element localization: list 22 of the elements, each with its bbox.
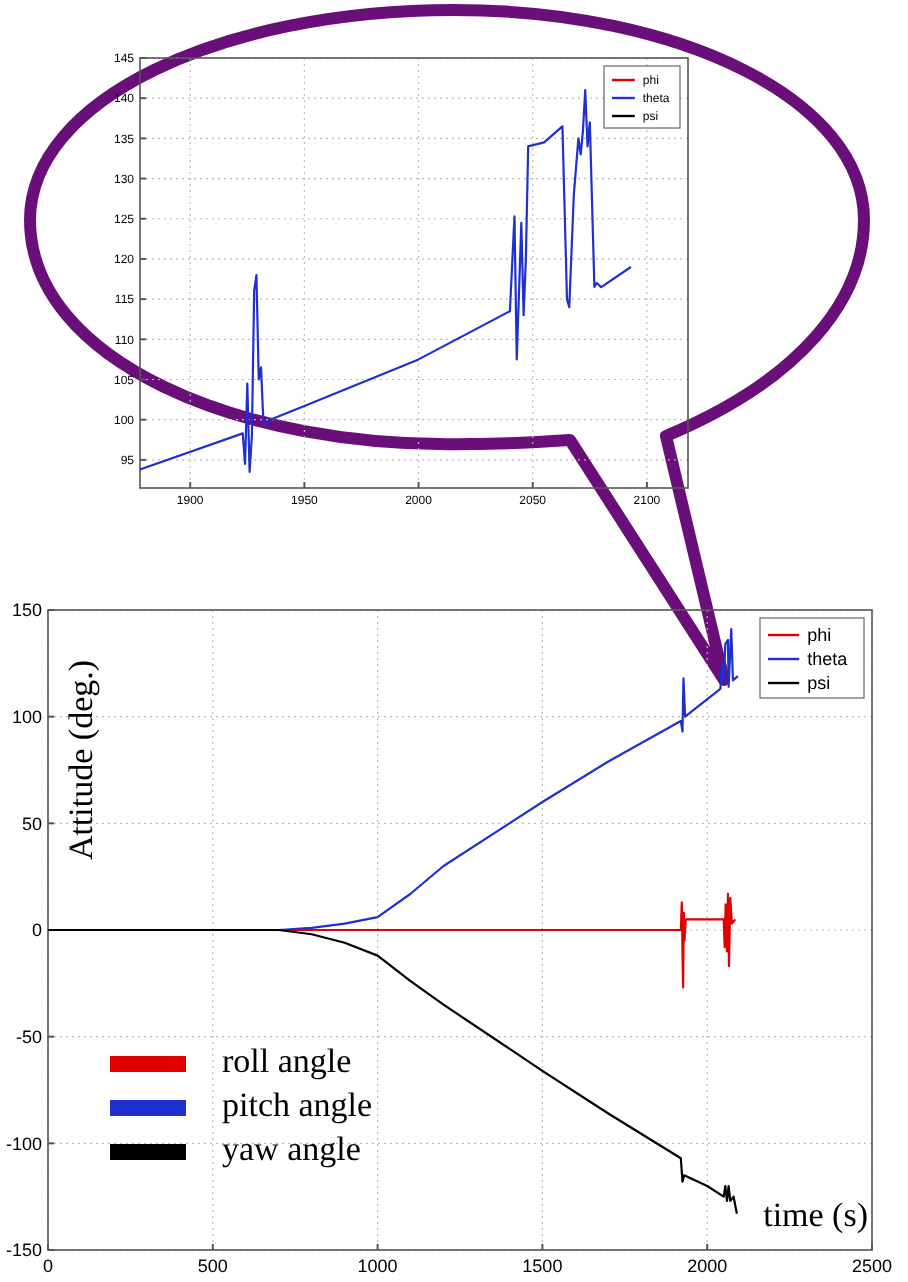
y-tick-label: 100 — [11, 706, 42, 727]
annotation: yaw angle — [222, 1130, 361, 1168]
x-tick-label: 1500 — [522, 1256, 563, 1276]
x-axis-title: time (s) — [763, 1196, 868, 1234]
y-tick-label: -150 — [5, 1240, 42, 1261]
x-tick-label: 500 — [197, 1256, 228, 1276]
y-tick-label: 50 — [21, 813, 42, 834]
annotation: pitch angle — [222, 1086, 373, 1124]
annotation: roll angle — [222, 1042, 352, 1080]
y-axis-title: Attitude (deg.) — [62, 659, 100, 861]
line-series — [46, 928, 738, 1215]
x-tick-label: 1000 — [357, 1256, 398, 1276]
legend-label: psi — [807, 673, 831, 694]
y-tick-label: -100 — [5, 1133, 42, 1154]
legend-label: phi — [807, 625, 832, 646]
x-tick-label: 2500 — [851, 1256, 893, 1276]
y-tick-label: 150 — [11, 600, 42, 621]
y-tick-label: 0 — [31, 920, 42, 941]
legend-label: theta — [807, 649, 848, 670]
y-tick-label: -50 — [15, 1026, 42, 1047]
x-tick-label: 2000 — [687, 1256, 728, 1276]
line-series — [138, 89, 633, 474]
